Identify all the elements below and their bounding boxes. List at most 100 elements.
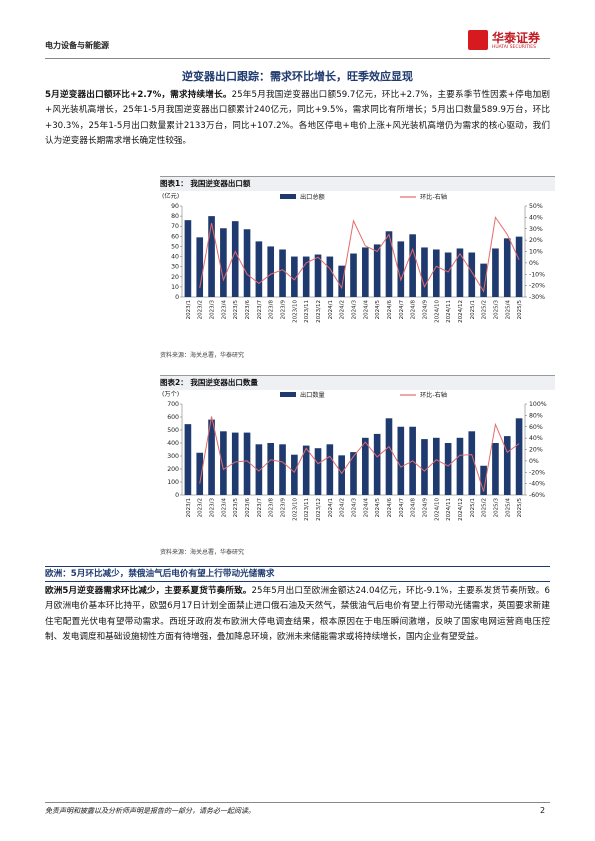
legend-label: 环比-右轴	[420, 391, 447, 399]
x-tick-label: 2023/11	[304, 498, 310, 521]
y-tick-label: 90	[171, 203, 179, 210]
bar	[243, 432, 251, 495]
x-tick-label: 2024/12	[458, 300, 464, 323]
x-tick-label: 2023/2	[198, 498, 204, 517]
bar	[314, 448, 322, 495]
bar	[350, 452, 357, 495]
y2-tick-label: -40%	[529, 481, 545, 488]
x-tick-label: 2023/11	[304, 300, 310, 323]
line	[199, 216, 520, 293]
bar	[362, 437, 369, 495]
bar	[326, 444, 334, 495]
x-tick-label: 2023/6	[245, 498, 251, 518]
x-tick-label: 2024/2	[340, 498, 346, 517]
bar	[196, 452, 204, 495]
bar	[255, 241, 263, 297]
x-tick-label: 2024/4	[363, 498, 369, 518]
y2-tick-label: 30%	[529, 226, 543, 233]
header-rule	[45, 58, 550, 59]
bar	[208, 419, 215, 495]
y-tick-label: 30	[171, 264, 179, 271]
bar	[456, 437, 464, 495]
source: 资料来源：海关总署，华泰研究	[160, 549, 245, 556]
x-tick-label: 2025/3	[493, 300, 499, 320]
bar	[338, 455, 345, 495]
bar	[279, 444, 286, 495]
x-tick-label: 2025/3	[493, 498, 499, 518]
text: 25年5月出口至欧洲金额达24.04亿元，环比-9.1%，主要系发货节奏所致。6…	[45, 586, 550, 643]
bar	[503, 238, 511, 297]
x-tick-label: 2023/3	[210, 498, 216, 518]
bar	[220, 228, 227, 297]
bar	[243, 229, 251, 297]
chart: (亿元) 0 10 20 30 40 50 60 70 80 90 -30% -20% -10% 0% 10%…	[162, 192, 545, 323]
bar	[397, 426, 405, 495]
bar	[184, 220, 192, 297]
y2-tick-label: -20%	[529, 469, 545, 476]
axis-unit: (亿元)	[162, 192, 179, 200]
bar	[314, 254, 322, 297]
x-tick-label: 2023/9	[281, 300, 287, 320]
y-tick-label: 20	[171, 274, 179, 281]
bar	[350, 253, 357, 297]
x-tick-label: 2025/5	[517, 498, 523, 518]
y2-tick-label: 100%	[529, 401, 547, 408]
x-tick-label: 2023/4	[221, 498, 227, 518]
bar	[385, 231, 393, 297]
footer-rule	[45, 802, 550, 803]
y2-tick-label: 80%	[529, 412, 543, 419]
chart-caption: 图表2： 我国逆变器出口数量	[160, 375, 555, 390]
legend-label: 环比-右轴	[420, 193, 447, 201]
chart-title: 我国逆变器出口额	[190, 179, 251, 188]
bar	[302, 445, 310, 495]
x-tick-label: 2023/3	[210, 300, 216, 320]
y2-tick-label: -60%	[529, 492, 545, 499]
source: 资料来源：海关总署，华泰研究	[160, 352, 245, 359]
disclaimer: 免责声明和披露以及分析师声明是报告的一部分，请务必一起阅读。	[45, 807, 255, 815]
x-tick-label: 2023/12	[316, 498, 322, 521]
x-tick-label: 2025/2	[482, 498, 488, 517]
bar	[338, 265, 345, 297]
y-tick-label: 500	[167, 427, 179, 434]
axis-unit: (万个)	[162, 391, 179, 398]
legend-label: 出口数量	[300, 391, 325, 399]
x-tick-label: 2023/10	[292, 300, 298, 323]
x-tick-label: 2024/3	[352, 498, 358, 518]
bar	[326, 256, 334, 297]
x-tick-label: 2024/6	[387, 300, 393, 320]
x-tick-label: 2024/1	[328, 498, 334, 517]
x-tick-label: 2024/7	[399, 498, 405, 518]
bar	[362, 247, 369, 297]
x-tick-label: 2023/4	[221, 300, 227, 320]
heading: 欧洲：5月环比减少，禁俄油气后电价有望上行带动光储需求	[45, 566, 550, 582]
y2-tick-label: 10%	[529, 249, 543, 256]
bar	[184, 424, 192, 495]
x-tick-label: 2023/7	[257, 300, 263, 320]
y-tick-label: 0	[175, 492, 179, 499]
x-tick-label: 2023/5	[233, 498, 239, 518]
bar	[231, 221, 239, 297]
x-tick-label: 2024/5	[375, 300, 381, 320]
bar	[279, 249, 286, 297]
x-tick-label: 2023/8	[269, 300, 275, 320]
x-tick-label: 2024/2	[340, 300, 346, 319]
chart: (万个) 0 100 200 300 400 500 600 700 -60% -40% -20% 0%…	[162, 391, 547, 521]
paragraph: 5月逆变器出口额环比+2.7%，需求持续增长。25年5月我国逆变器出口额59.7…	[45, 88, 550, 150]
y-tick-label: 40	[171, 254, 179, 261]
y-tick-label: 700	[167, 401, 179, 408]
bar	[397, 241, 405, 297]
logo-icon	[468, 30, 488, 50]
legend-label: 出口总额	[300, 193, 326, 201]
bar	[208, 216, 215, 297]
bar	[267, 443, 275, 495]
logo-en: HUATAI SECURITIES	[492, 45, 537, 50]
bar	[515, 418, 523, 495]
x-tick-label: 2024/7	[399, 300, 405, 320]
bar	[231, 432, 239, 495]
x-tick-label: 2024/6	[387, 498, 393, 518]
bar	[373, 433, 381, 495]
x-tick-label: 2024/10	[434, 498, 440, 521]
bar	[444, 252, 452, 297]
bar	[267, 246, 275, 297]
